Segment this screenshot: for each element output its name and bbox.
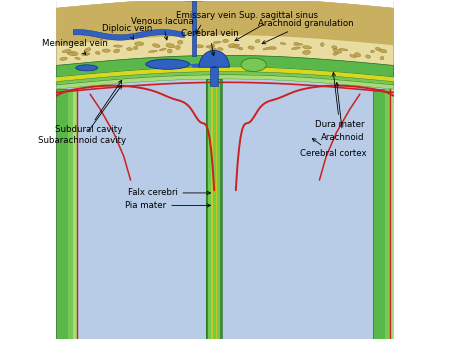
Text: Falx cerebri: Falx cerebri	[127, 188, 211, 198]
Polygon shape	[56, 75, 394, 89]
Ellipse shape	[350, 54, 356, 58]
Polygon shape	[184, 0, 203, 1]
Ellipse shape	[303, 46, 311, 49]
Polygon shape	[189, 63, 202, 68]
Polygon shape	[56, 55, 394, 77]
Ellipse shape	[355, 53, 360, 57]
Polygon shape	[192, 0, 196, 56]
Ellipse shape	[102, 49, 110, 52]
Ellipse shape	[177, 40, 183, 44]
Bar	[385, 89, 390, 339]
Ellipse shape	[114, 49, 120, 53]
Ellipse shape	[235, 44, 239, 47]
Ellipse shape	[332, 46, 337, 49]
Ellipse shape	[263, 47, 271, 50]
Ellipse shape	[239, 48, 243, 50]
Ellipse shape	[366, 55, 370, 58]
Bar	[213, 79, 216, 339]
Ellipse shape	[333, 49, 342, 53]
Polygon shape	[56, 0, 394, 66]
Text: Venous lacuna: Venous lacuna	[131, 17, 194, 40]
Polygon shape	[56, 0, 394, 8]
Ellipse shape	[126, 48, 132, 51]
Bar	[374, 89, 385, 339]
Polygon shape	[73, 30, 184, 40]
Ellipse shape	[153, 44, 160, 47]
Ellipse shape	[135, 42, 144, 46]
Bar	[73, 89, 77, 339]
Text: Subdural cavity: Subdural cavity	[55, 80, 122, 134]
Ellipse shape	[295, 44, 303, 45]
Ellipse shape	[228, 44, 236, 48]
Ellipse shape	[213, 41, 221, 44]
Ellipse shape	[166, 44, 175, 48]
Ellipse shape	[210, 48, 216, 51]
Ellipse shape	[70, 51, 78, 55]
Ellipse shape	[176, 46, 180, 49]
Text: Pia mater: Pia mater	[125, 201, 211, 210]
Ellipse shape	[134, 46, 138, 50]
Polygon shape	[211, 67, 218, 86]
Ellipse shape	[380, 49, 387, 53]
Ellipse shape	[339, 49, 348, 51]
Text: Sup. sagittal sinus: Sup. sagittal sinus	[235, 11, 319, 41]
Text: Arachnoid: Arachnoid	[321, 83, 365, 142]
Ellipse shape	[233, 46, 240, 48]
Ellipse shape	[292, 47, 301, 50]
Text: Cerebral cortex: Cerebral cortex	[300, 138, 366, 158]
Ellipse shape	[113, 45, 122, 47]
Ellipse shape	[167, 49, 172, 53]
Bar	[390, 89, 394, 339]
Ellipse shape	[62, 49, 71, 53]
Text: Dura mater: Dura mater	[315, 72, 365, 129]
Ellipse shape	[196, 45, 203, 48]
Text: Emissary vein: Emissary vein	[176, 11, 237, 34]
Ellipse shape	[255, 39, 260, 43]
Ellipse shape	[76, 65, 98, 71]
Ellipse shape	[223, 39, 229, 42]
Text: Arachnoid granulation: Arachnoid granulation	[258, 19, 354, 44]
Polygon shape	[199, 50, 230, 67]
Ellipse shape	[218, 48, 223, 50]
Bar	[208, 79, 220, 339]
Polygon shape	[56, 86, 214, 339]
Ellipse shape	[148, 50, 157, 52]
Ellipse shape	[75, 57, 81, 59]
Ellipse shape	[60, 57, 68, 61]
Bar	[207, 79, 222, 339]
Ellipse shape	[320, 43, 324, 47]
Bar	[68, 89, 73, 339]
Ellipse shape	[159, 48, 166, 51]
Text: Diploic vein: Diploic vein	[102, 24, 153, 39]
Ellipse shape	[371, 50, 374, 53]
Ellipse shape	[375, 47, 381, 51]
Bar	[56, 89, 68, 339]
Ellipse shape	[268, 47, 276, 50]
Text: Subarachnoid cavity: Subarachnoid cavity	[38, 85, 126, 145]
Text: Cerebral vein: Cerebral vein	[181, 29, 238, 56]
Bar	[211, 79, 217, 339]
Ellipse shape	[294, 42, 298, 46]
Polygon shape	[56, 67, 394, 82]
Ellipse shape	[206, 46, 213, 48]
Ellipse shape	[241, 58, 266, 71]
Bar	[207, 79, 222, 339]
Ellipse shape	[81, 53, 90, 55]
Ellipse shape	[303, 50, 310, 54]
Ellipse shape	[67, 52, 74, 55]
Text: Meningeal vein: Meningeal vein	[42, 39, 108, 54]
Polygon shape	[56, 0, 394, 45]
Ellipse shape	[85, 48, 91, 52]
Ellipse shape	[280, 42, 286, 45]
Ellipse shape	[211, 44, 215, 48]
Ellipse shape	[83, 53, 89, 55]
Ellipse shape	[95, 52, 100, 54]
Ellipse shape	[380, 56, 384, 60]
Ellipse shape	[146, 59, 189, 69]
Polygon shape	[56, 71, 394, 85]
Polygon shape	[214, 86, 394, 339]
Ellipse shape	[248, 46, 254, 49]
Ellipse shape	[333, 52, 338, 55]
